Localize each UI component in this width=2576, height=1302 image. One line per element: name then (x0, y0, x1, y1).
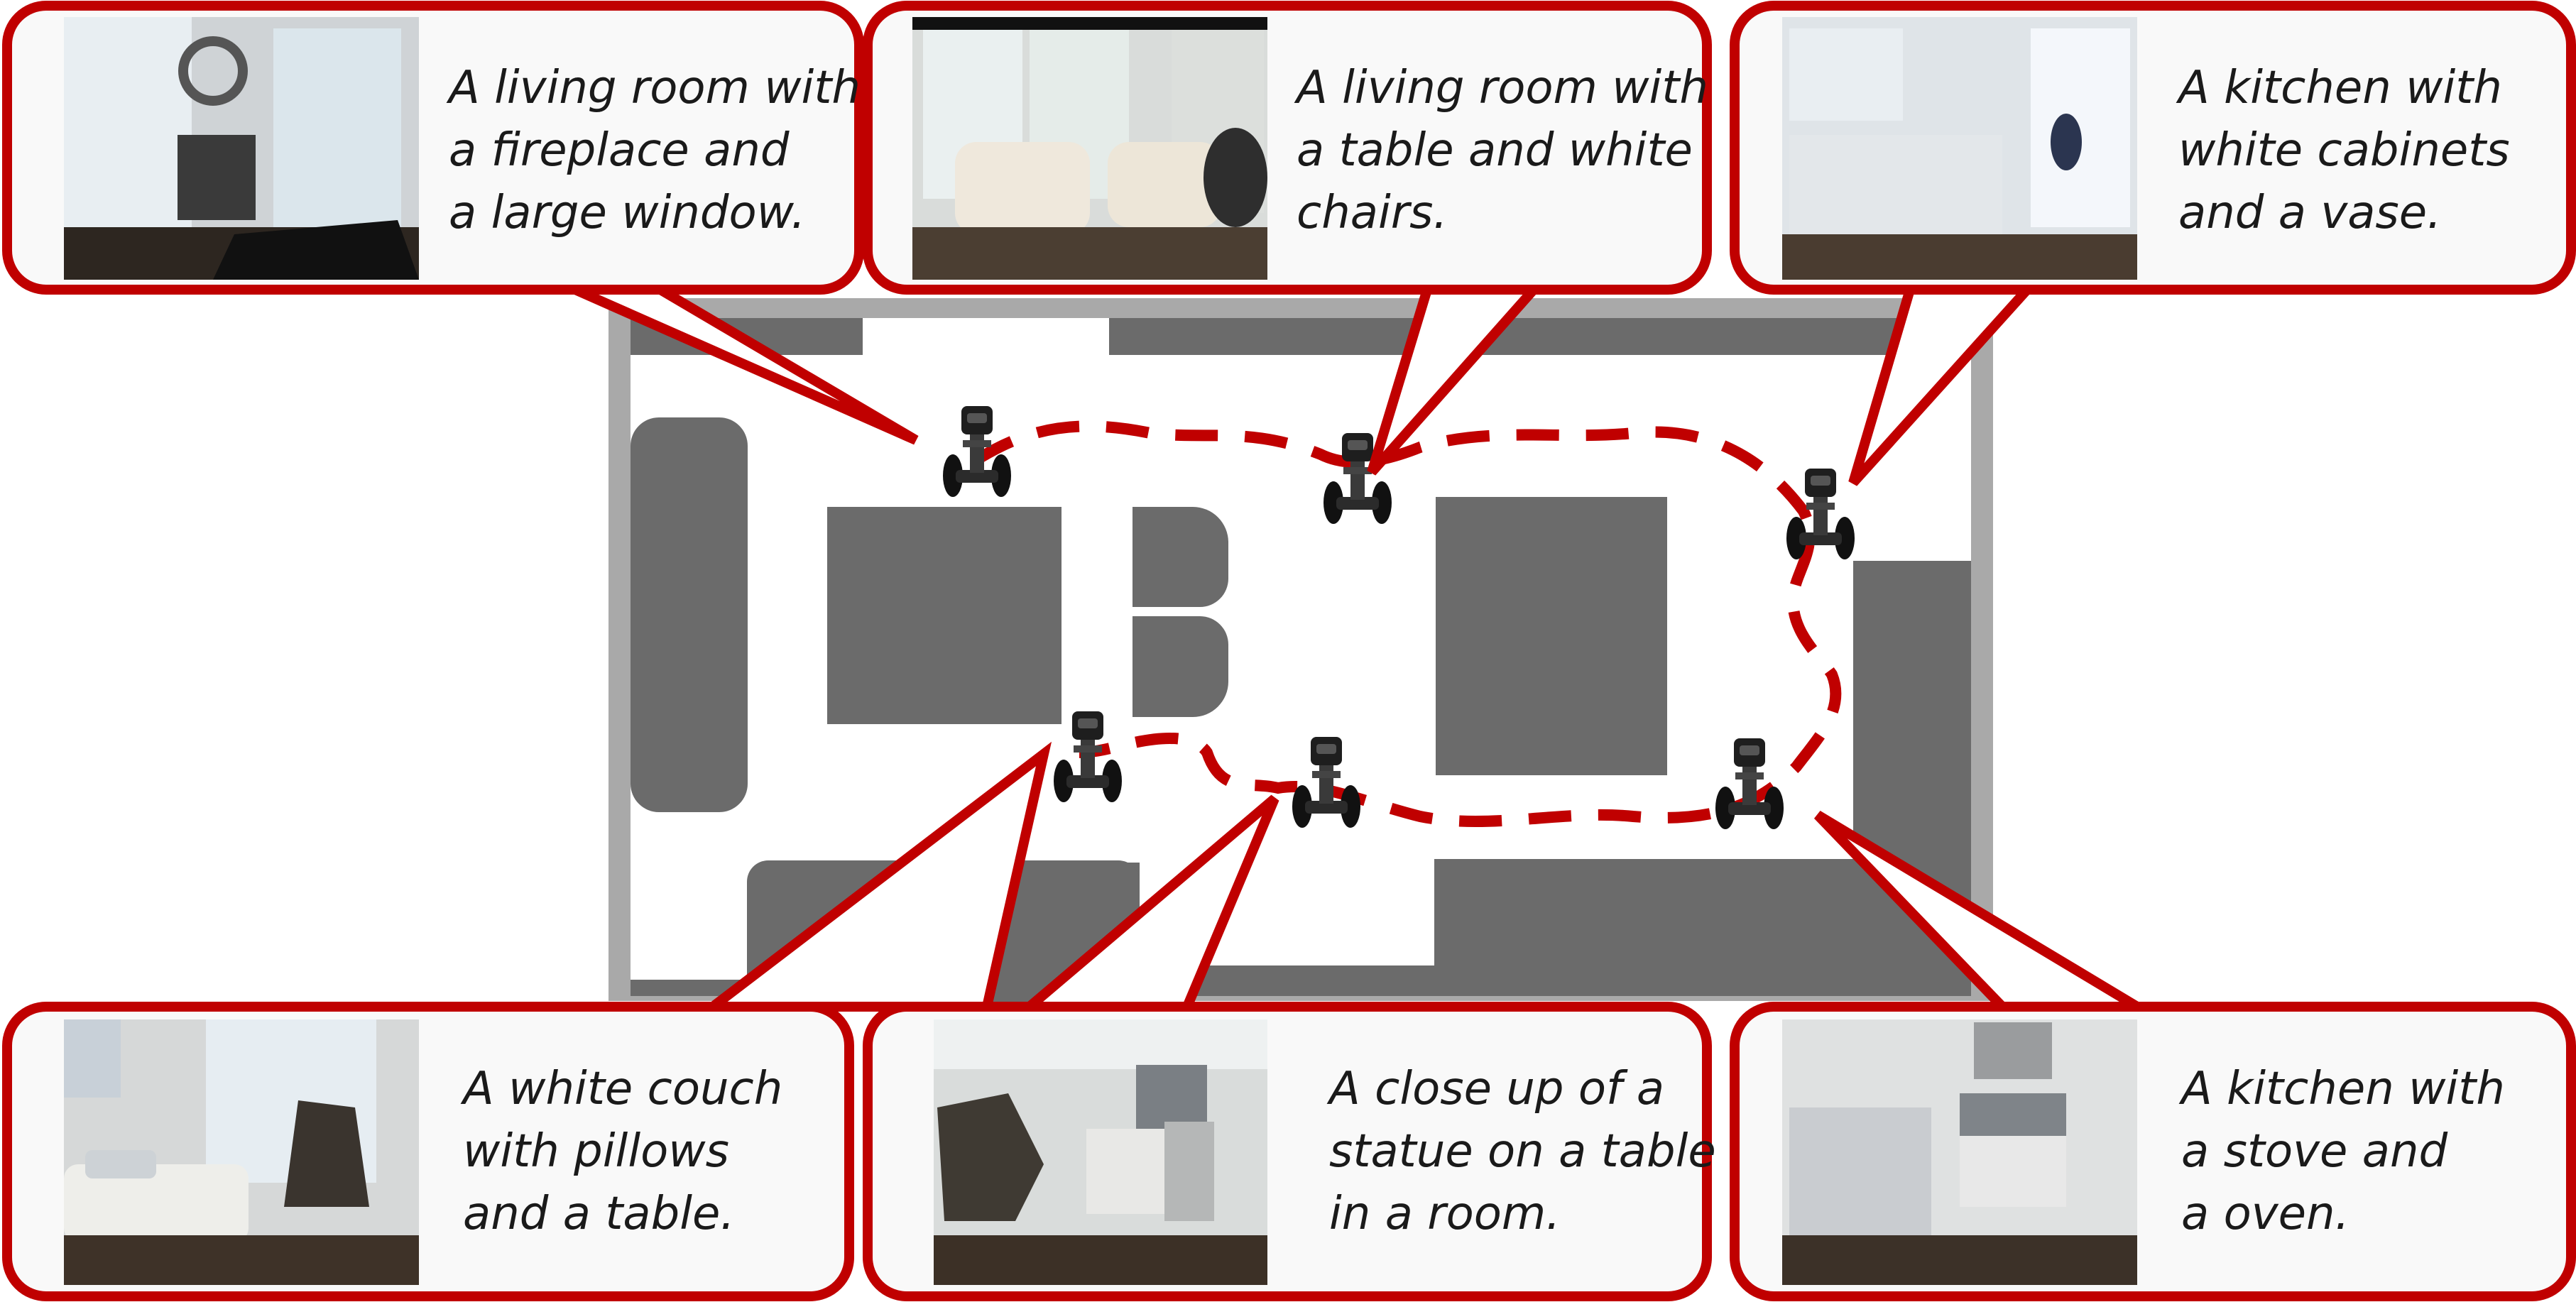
caption-living-fireplace: A living room with a fireplace and a lar… (449, 62, 861, 239)
room-photos (64, 17, 2137, 1285)
caption-kitchen-stove: A kitchen with a stove and a oven. (2181, 1063, 2505, 1240)
robot-trajectory (971, 420, 1842, 828)
chair-upper (1133, 507, 1228, 607)
photo-living-chairs (912, 17, 1267, 280)
caption-kitchen-vase: A kitchen with white cabinets and a vase… (2178, 62, 2510, 239)
pointer-bl (698, 741, 1052, 1012)
table-left (827, 507, 1061, 724)
caption-living-chairs: A living room with a table and white cha… (1297, 62, 1708, 239)
photo-living-fireplace (64, 17, 419, 280)
callout-pointers (573, 285, 2156, 1012)
caption-statue: A close up of a statue on a table in a r… (1329, 1063, 1716, 1240)
caption-white-couch: A white couch with pillows and a table. (463, 1063, 783, 1240)
right-wall (1853, 561, 1971, 859)
left-block (631, 417, 748, 812)
photo-white-couch (64, 1019, 419, 1285)
chair-lower (1133, 616, 1228, 717)
photo-statue (934, 1019, 1267, 1285)
photo-kitchen-stove (1782, 1019, 2137, 1285)
kitchen-island (1436, 497, 1667, 775)
floor-plan (608, 298, 1993, 1002)
photo-kitchen-vase (1782, 17, 2137, 280)
